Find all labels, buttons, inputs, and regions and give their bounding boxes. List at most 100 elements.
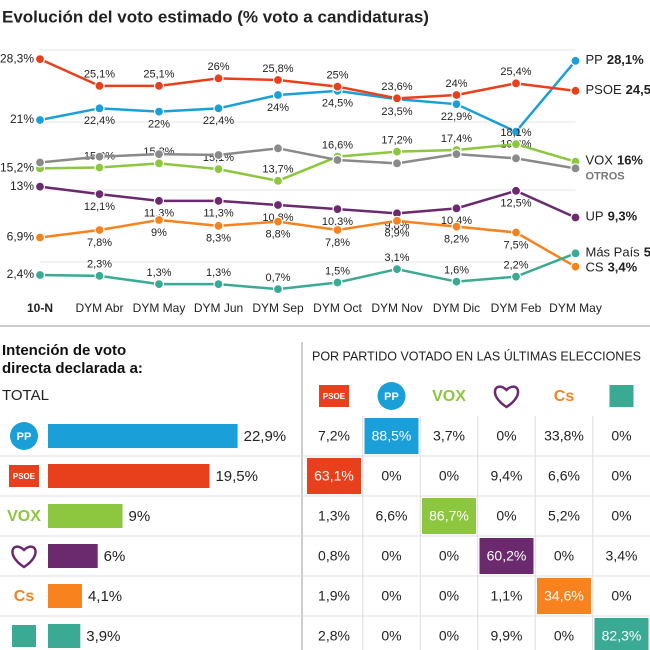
data-point	[153, 195, 165, 206]
series-name: Más País	[586, 245, 641, 260]
value-label: 22,4%	[203, 115, 234, 127]
table-cell: 0%	[496, 508, 516, 524]
data-point	[272, 175, 284, 186]
value-label: 8,9%	[384, 228, 409, 240]
series-line	[39, 185, 577, 219]
x-tick-label: 10-N	[27, 301, 53, 315]
value-label: 17,4%	[441, 133, 472, 145]
table-cell: 6,6%	[548, 468, 580, 484]
data-point	[451, 89, 462, 101]
end-label: PP 28,1%	[586, 52, 645, 67]
data-point	[34, 157, 46, 168]
logo	[493, 385, 520, 409]
bar-chart-title: Intención de voto directa declarada a:	[2, 342, 143, 377]
bar	[48, 504, 123, 528]
bar	[48, 624, 81, 648]
end-label: CS 3,4%	[586, 260, 638, 275]
end-value: 3,4%	[608, 260, 638, 275]
value-label: 13,7%	[262, 164, 293, 176]
value-label: 7,8%	[87, 237, 112, 249]
data-point	[94, 80, 105, 91]
data-point	[34, 232, 46, 243]
data-point	[272, 284, 284, 295]
data-point	[451, 99, 462, 110]
x-tick-label: DYM Nov	[371, 301, 422, 315]
highlight-cell	[537, 578, 591, 614]
value-label: 25,8%	[262, 63, 293, 75]
value-label: 2,3%	[87, 259, 112, 271]
value-label: 17,2%	[381, 135, 412, 147]
value-label: 22,4%	[84, 115, 115, 127]
data-point	[510, 185, 522, 196]
value-label: 19,5%	[215, 468, 258, 485]
logo-text: PP	[384, 391, 399, 403]
data-point	[391, 93, 403, 104]
table-cell: 0%	[439, 588, 459, 604]
table-cell: 0%	[496, 428, 516, 444]
value-label: 0,7%	[265, 272, 290, 284]
table-cell: 88,5%	[372, 428, 412, 444]
table-cell: 60,2%	[487, 548, 527, 564]
table-cell: 6,6%	[376, 508, 408, 524]
table-cell: 0%	[439, 628, 459, 644]
table-cell: 9,4%	[491, 468, 523, 484]
end-label: UP 9,3%	[586, 209, 638, 224]
data-point	[332, 81, 343, 92]
data-point	[213, 103, 224, 114]
data-point	[94, 151, 105, 162]
table-cell: 0%	[554, 628, 574, 644]
x-tick-label: DYM Dic	[433, 301, 480, 315]
table-cell: 0%	[381, 548, 401, 564]
value-label: 28,3%	[0, 51, 34, 65]
data-point	[213, 220, 224, 231]
data-point	[391, 146, 403, 157]
bar	[48, 544, 98, 568]
value-label: 8,8%	[265, 229, 290, 241]
value-label: 6%	[104, 548, 126, 565]
end-value: 28,1%	[607, 52, 644, 67]
table-cell: 33,8%	[544, 428, 584, 444]
end-label: OTROS	[586, 171, 625, 183]
logo	[10, 422, 38, 450]
value-label: 2,4%	[7, 267, 35, 281]
value-label: 12,1%	[84, 201, 115, 213]
table-cell: 0%	[611, 468, 631, 484]
value-label: 4,1%	[88, 588, 122, 605]
series-name: VOX	[586, 153, 614, 168]
data-point	[272, 89, 284, 101]
data-point	[94, 270, 105, 281]
value-label: 25%	[326, 70, 348, 82]
bar	[48, 584, 82, 608]
series-line	[39, 142, 576, 183]
data-point	[510, 139, 522, 150]
highlight-cell	[307, 458, 361, 494]
data-point	[34, 181, 46, 192]
end-value: 9,3%	[608, 209, 638, 224]
value-label: 15,2%	[0, 161, 34, 175]
data-point	[34, 54, 46, 65]
chart-title: Evolución del voto estimado (% voto a ca…	[2, 7, 429, 26]
series-line	[39, 252, 576, 291]
highlight-cell	[364, 418, 419, 454]
table-cell: 34,6%	[544, 588, 584, 604]
table-cell: 0%	[554, 548, 574, 564]
value-label: 11,3%	[144, 208, 175, 220]
table-cell: 1,1%	[491, 588, 523, 604]
data-point	[510, 271, 522, 282]
data-point	[94, 162, 105, 173]
data-point	[34, 114, 46, 126]
logo	[11, 545, 37, 569]
x-tick-label: DYM Abr	[75, 301, 123, 315]
series-line	[39, 147, 576, 170]
value-label: 10,3%	[322, 216, 353, 228]
data-point	[153, 214, 165, 226]
value-label: 9%	[129, 508, 151, 525]
value-label: 21%	[10, 112, 34, 126]
data-point	[153, 106, 165, 117]
x-tick-label: DYM Jun	[194, 301, 243, 315]
table-cell: 1,9%	[318, 588, 350, 604]
value-label: 6,9%	[7, 230, 35, 244]
x-tick-label: DYM Sep	[252, 301, 304, 315]
table-cell: 9,9%	[491, 628, 523, 644]
value-label: 9%	[151, 227, 167, 239]
